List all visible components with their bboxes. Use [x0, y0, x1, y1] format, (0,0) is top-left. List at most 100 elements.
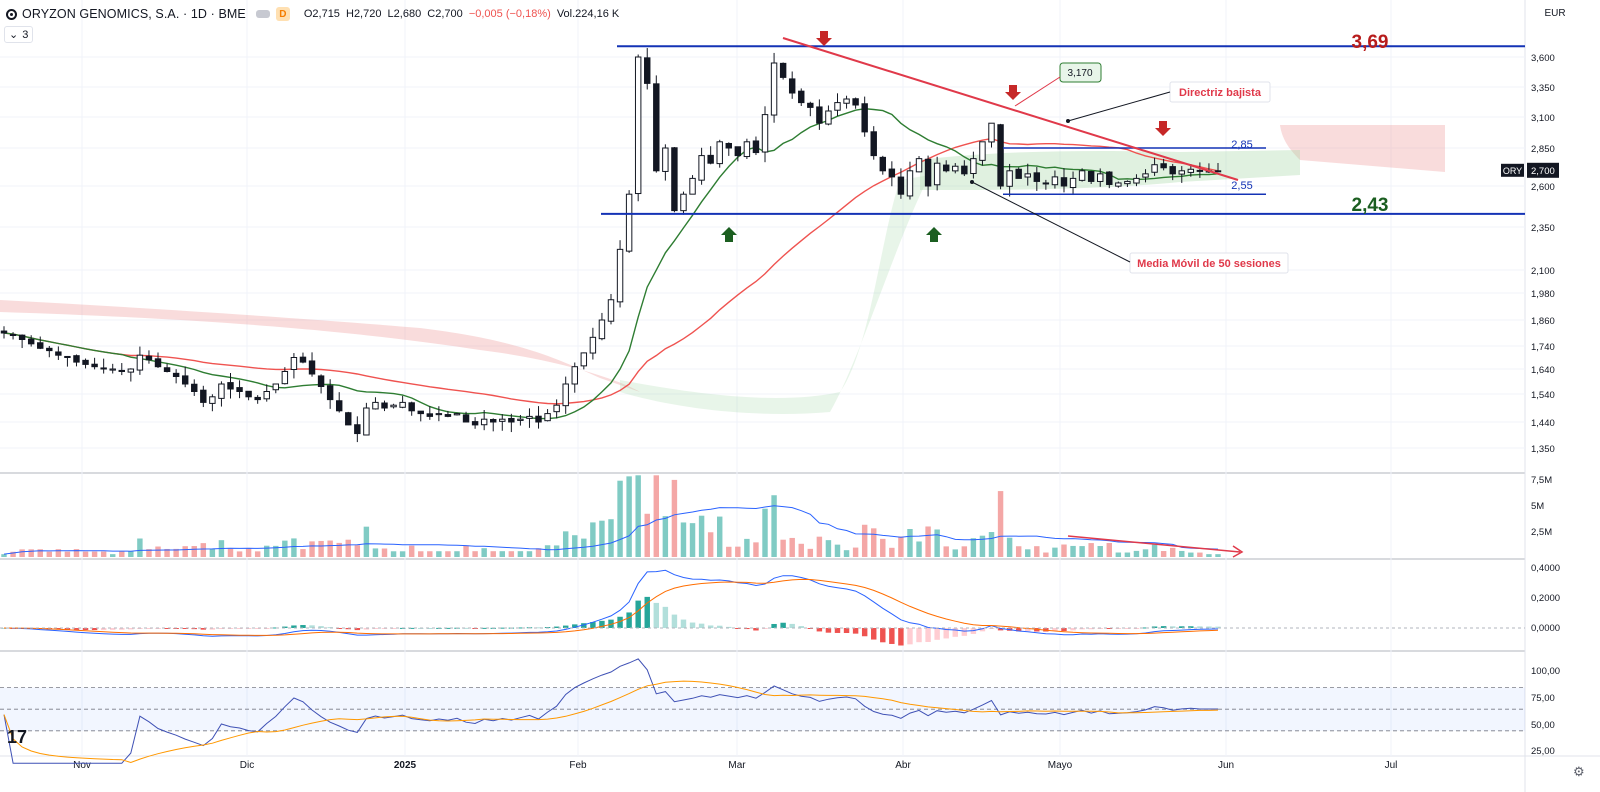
- candle: [453, 412, 461, 416]
- cloud-bearish: [0, 300, 640, 392]
- macd-histogram-bar: [599, 620, 605, 628]
- volume-bar: [508, 551, 515, 557]
- candle-body: [997, 124, 1004, 187]
- candle-body: [100, 367, 107, 370]
- gear-icon[interactable]: ⚙: [1573, 764, 1585, 779]
- macd-histogram-bar: [617, 616, 623, 628]
- candle-body: [245, 390, 252, 398]
- macd-histogram-bar: [590, 622, 596, 628]
- peak-label-leader: [1014, 76, 1061, 107]
- candle: [109, 363, 116, 374]
- candle: [363, 402, 370, 436]
- volume-bar: [109, 554, 116, 557]
- macd-histogram-bar: [254, 628, 261, 629]
- candle: [91, 357, 98, 370]
- volume-bar: [961, 546, 968, 557]
- candle-body: [408, 402, 415, 412]
- macd-histogram-bar: [499, 627, 506, 629]
- macd-histogram-bar: [653, 602, 660, 628]
- volume-bar: [716, 516, 723, 557]
- macd-histogram-bar: [336, 628, 342, 629]
- candle-body: [616, 248, 624, 303]
- last-price-tag: [1527, 162, 1559, 178]
- candle: [952, 163, 959, 174]
- volume-bar: [399, 551, 406, 557]
- macd-histogram-bar: [372, 628, 379, 629]
- volume-bar: [1160, 551, 1167, 557]
- candle-body: [372, 401, 379, 410]
- candle-body: [508, 417, 515, 423]
- candle: [689, 175, 696, 195]
- candle: [526, 408, 533, 428]
- candle: [625, 190, 633, 253]
- candle-body: [218, 383, 225, 399]
- volume-bar: [544, 545, 551, 557]
- candle: [798, 88, 805, 107]
- candle-body: [209, 396, 216, 404]
- candle-body: [236, 387, 243, 392]
- candle-body: [680, 193, 687, 212]
- macd-histogram-bar: [427, 627, 433, 629]
- interval-badge[interactable]: D: [275, 7, 290, 21]
- candle: [1151, 157, 1158, 176]
- macd-histogram-bar: [572, 624, 578, 628]
- candle-body: [263, 391, 270, 400]
- peak-arrow-icon: [1155, 121, 1171, 136]
- volume-bar: [861, 524, 868, 557]
- candle-body: [281, 371, 289, 385]
- candle: [1178, 166, 1185, 183]
- candle-body: [471, 421, 479, 426]
- volume-bar: [282, 540, 288, 557]
- candle-body: [988, 122, 995, 143]
- macd-histogram-bar: [698, 623, 705, 628]
- macd-histogram-bar: [1142, 627, 1149, 629]
- candle: [616, 240, 624, 308]
- volume-bar: [562, 531, 569, 557]
- candle-body: [317, 375, 325, 387]
- candle: [680, 191, 687, 215]
- candle: [788, 71, 796, 99]
- volume-bar: [273, 545, 279, 557]
- macd-tick-label: 0,0000: [1531, 623, 1560, 634]
- macd-histogram-bar: [282, 626, 288, 628]
- volume-bar: [635, 475, 641, 557]
- time-tick-label: 2025: [394, 760, 417, 771]
- candle: [281, 367, 289, 385]
- candle: [127, 368, 135, 382]
- tradingview-logo-icon[interactable]: 17: [7, 727, 28, 747]
- candle: [154, 352, 162, 368]
- candle: [37, 336, 44, 350]
- candle-body: [9, 333, 17, 336]
- candle-body: [480, 418, 488, 426]
- candle-body: [1078, 170, 1086, 181]
- volume-bar: [264, 545, 270, 557]
- currency-label[interactable]: EUR: [1544, 7, 1566, 19]
- candle-body: [725, 142, 732, 149]
- candle: [1087, 170, 1095, 185]
- candle-body: [1087, 171, 1095, 182]
- symbol-title[interactable]: ORYZON GENOMICS, S.A. · 1D · BME: [22, 7, 246, 21]
- price-tick-label: 1,740: [1531, 342, 1555, 353]
- candle-body: [598, 319, 606, 340]
- change-value: −0,005 (−0,18%): [468, 8, 551, 20]
- candle-body: [779, 62, 787, 78]
- volume-bar: [744, 538, 750, 557]
- volume-bar: [1097, 546, 1103, 557]
- volume-bar: [952, 549, 958, 557]
- macd-histogram-bar: [481, 627, 487, 629]
- candle-body: [1142, 173, 1149, 178]
- candle: [218, 381, 225, 407]
- candle: [698, 147, 705, 185]
- symbol-logo-icon: [6, 8, 17, 20]
- macd-line: [3, 569, 1219, 637]
- ma-50-line: [3, 137, 1219, 405]
- macd-histogram-bar: [553, 626, 560, 628]
- volume-bar: [1052, 547, 1058, 557]
- macd-histogram-bar: [907, 628, 913, 645]
- candle: [245, 390, 252, 401]
- candle-body: [1097, 173, 1104, 182]
- macd-histogram-bar: [291, 625, 297, 628]
- candle-body: [18, 334, 26, 340]
- indicator-toggle[interactable]: ⌄ 3: [4, 26, 34, 43]
